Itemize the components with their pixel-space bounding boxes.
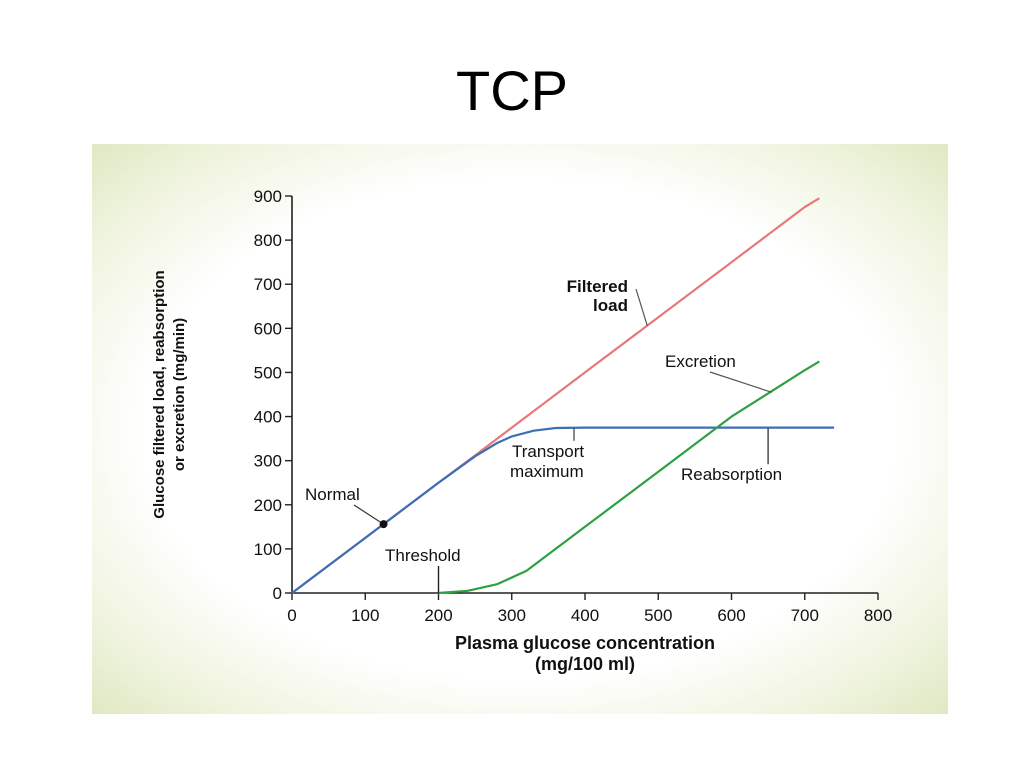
y-axis-title-line: Glucose filtered load, reabsorption — [151, 270, 168, 518]
x-tick-label: 400 — [571, 606, 599, 625]
chart-axis-titles: Plasma glucose concentration(mg/100 ml) G… — [151, 270, 715, 674]
y-tick-label: 900 — [254, 187, 282, 206]
x-axis-title: (mg/100 ml) — [535, 654, 635, 674]
x-tick-label: 700 — [791, 606, 819, 625]
figure-panel: 0 100 200 300 400 500 600 700 800 900 0 100 200 300 40… — [92, 144, 948, 714]
x-tick-label: 200 — [424, 606, 452, 625]
x-tick-label: 500 — [644, 606, 672, 625]
excretion-leader — [709, 371, 772, 393]
chart-axes — [291, 196, 878, 594]
x-tick-label: 0 — [287, 606, 296, 625]
x-tick-label: 100 — [351, 606, 379, 625]
y-tick-label: 200 — [254, 496, 282, 515]
slide-title: TCP — [456, 59, 568, 122]
y-axis-title-line: or excretion (mg/min) — [171, 318, 188, 471]
excretion-line — [438, 360, 820, 595]
reabsorption-line — [291, 426, 835, 594]
y-tick-label: 600 — [254, 319, 282, 338]
normal-point — [379, 520, 388, 529]
x-axis-title: Plasma glucose concentration — [455, 633, 715, 653]
y-tick-label: 500 — [254, 363, 282, 382]
y-tick-label: 800 — [254, 231, 282, 250]
normal-label: Normal — [305, 485, 360, 504]
x-tick-label: 300 — [498, 606, 526, 625]
y-tick-label: 100 — [254, 540, 282, 559]
filtered-load-leader — [635, 288, 648, 326]
filtered-load-label: load — [593, 296, 628, 315]
chart-ticks: 0 100 200 300 400 500 600 700 800 900 0 100 200 300 40… — [254, 187, 893, 625]
filtered-load-label: Filtered — [567, 277, 628, 296]
chart-series — [291, 197, 835, 595]
y-tick-label: 400 — [254, 408, 282, 427]
excretion-label: Excretion — [665, 352, 736, 371]
threshold-label: Threshold — [385, 546, 461, 565]
y-tick-label: 700 — [254, 275, 282, 294]
x-tick-label: 600 — [717, 606, 745, 625]
transport-maximum-label: maximum — [510, 462, 584, 481]
y-tick-label: 300 — [254, 452, 282, 471]
x-tick-label: 800 — [864, 606, 892, 625]
normal-leader — [353, 504, 384, 525]
glucose-chart: 0 100 200 300 400 500 600 700 800 900 0 100 200 300 40… — [151, 187, 893, 674]
y-axis-title: Glucose filtered load, reabsorption or ex… — [151, 270, 188, 518]
y-tick-label: 0 — [273, 584, 282, 603]
reabsorption-label: Reabsorption — [681, 465, 782, 484]
transport-maximum-label: Transport — [512, 442, 584, 461]
